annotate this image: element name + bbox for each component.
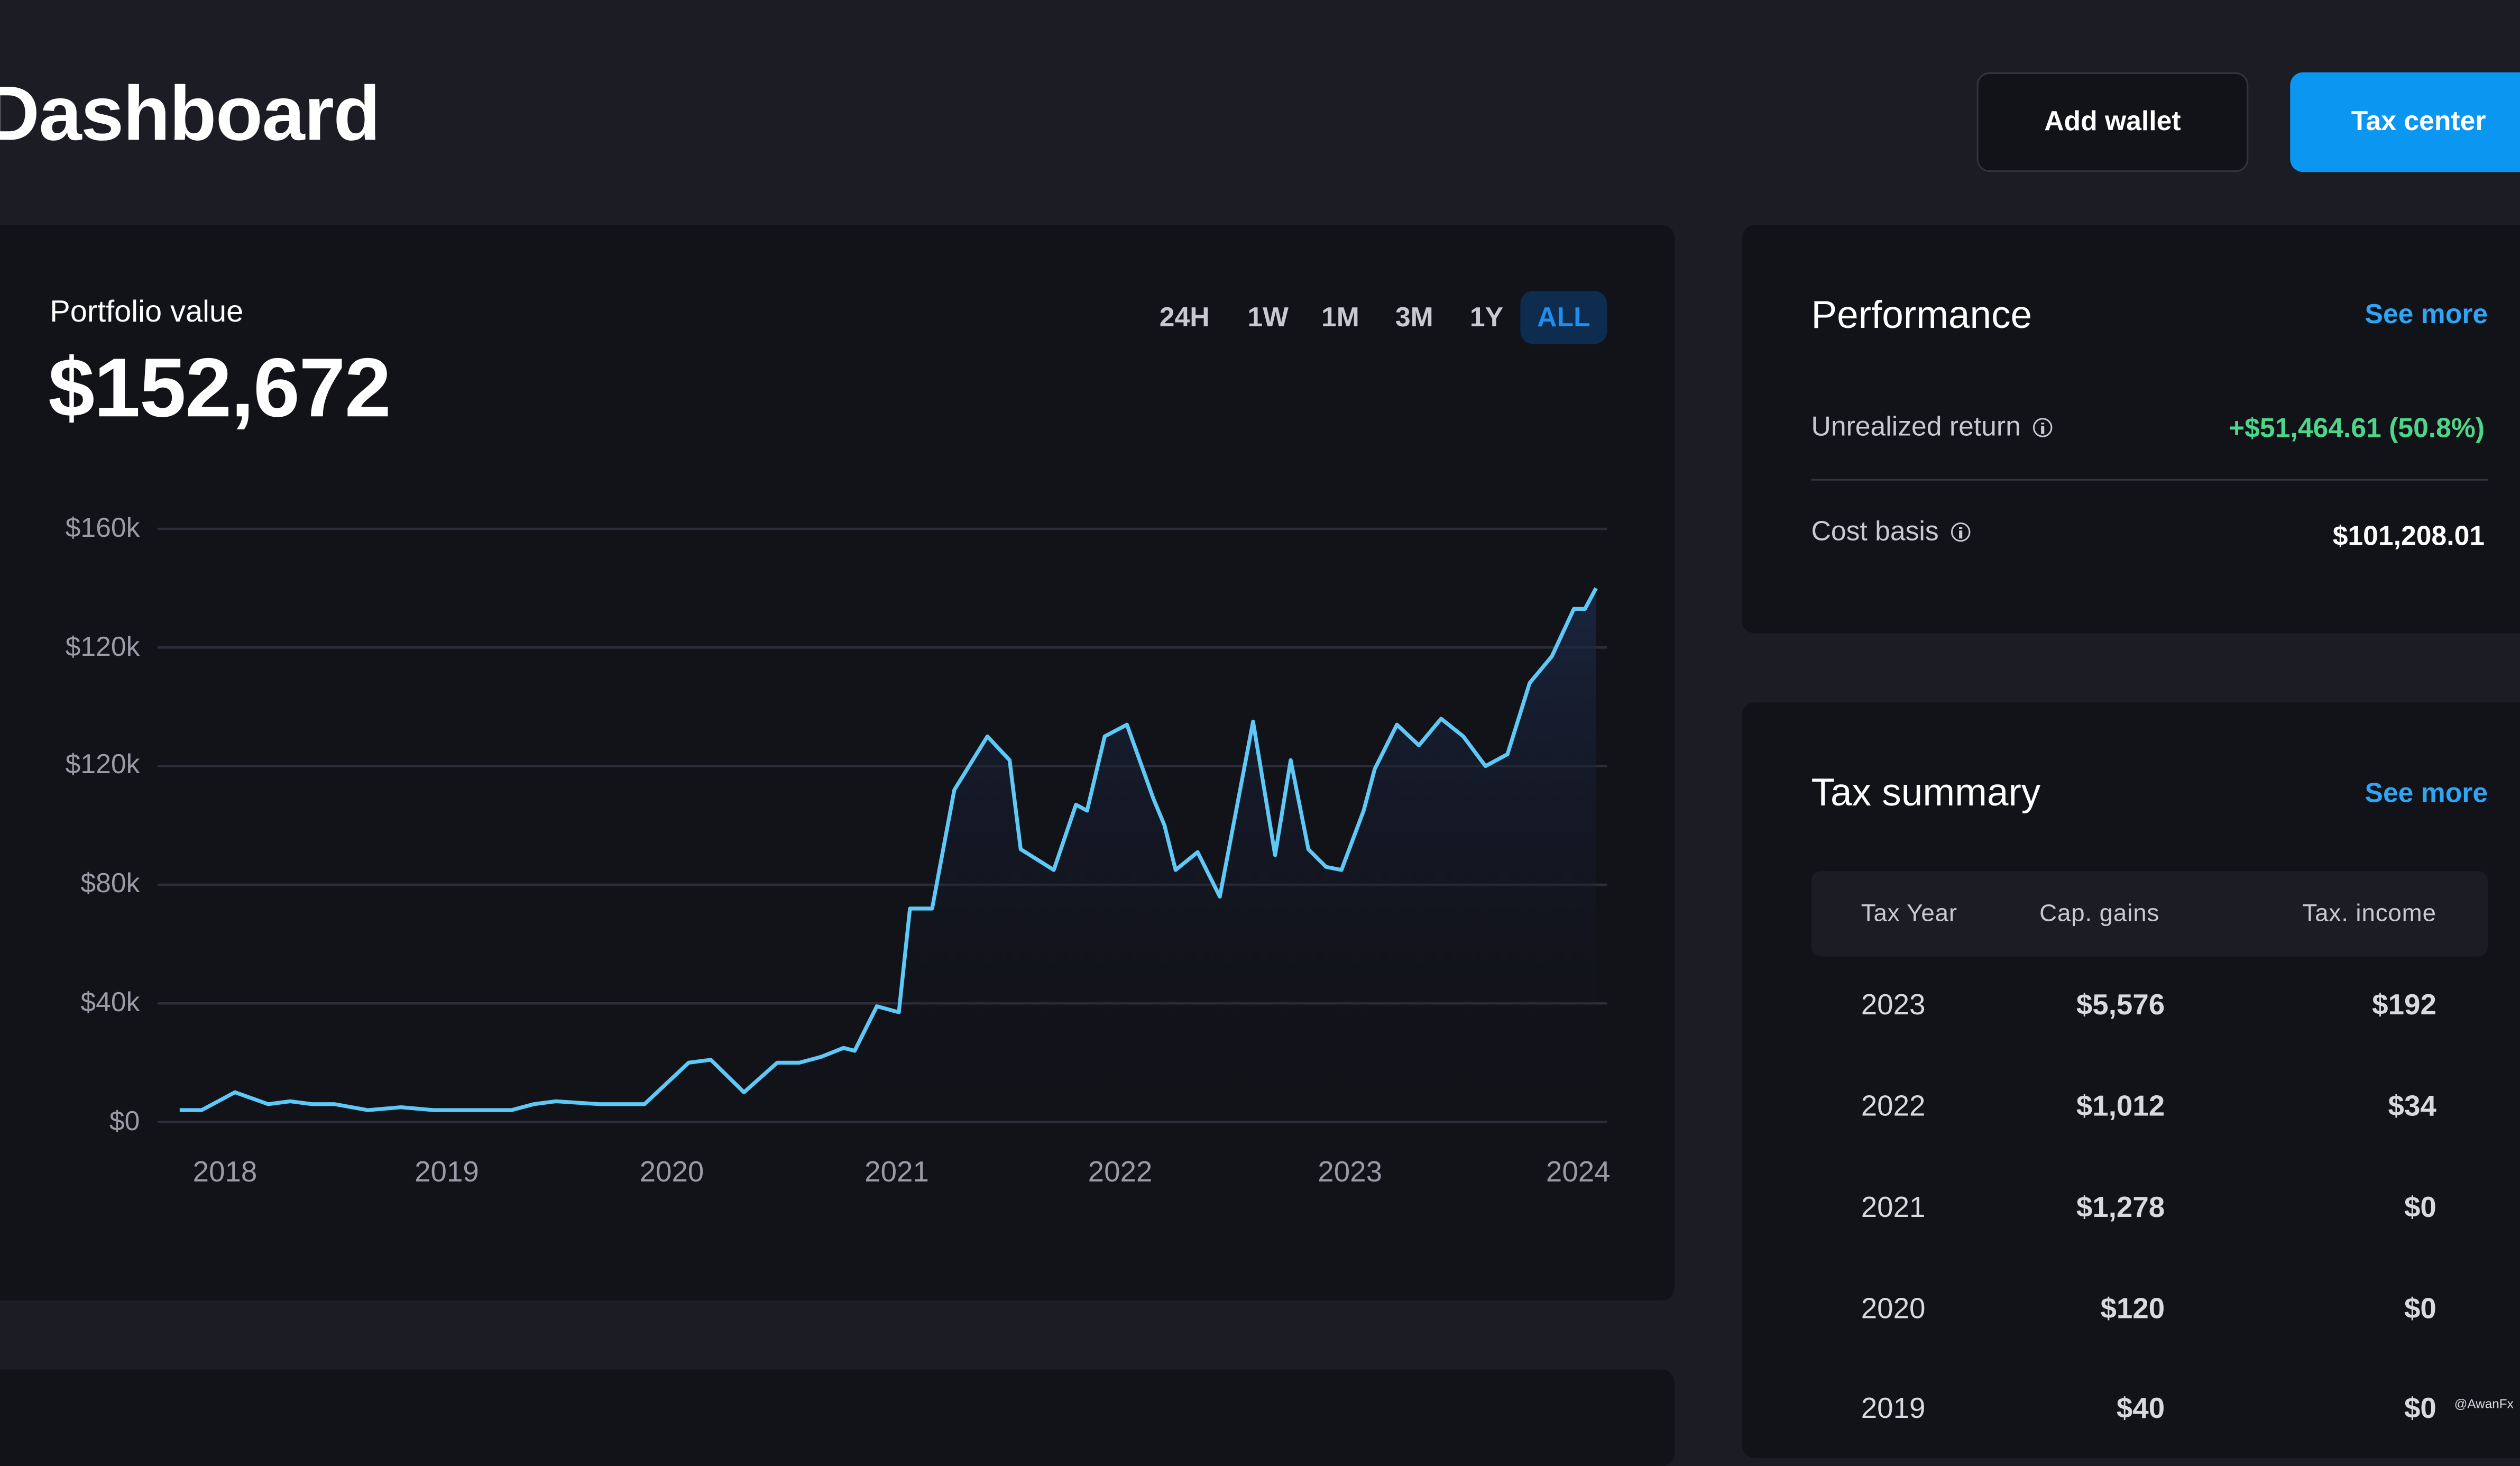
page-title: Dashboard — [0, 72, 381, 158]
table-cell-tax-income: $0 — [2404, 1392, 2436, 1424]
portfolio-chart — [157, 527, 1607, 1123]
column-header-tax-income: Tax. income — [2302, 900, 2436, 928]
x-tick-label: 2024 — [1546, 1156, 1611, 1188]
range-1m[interactable]: 1M — [1321, 301, 1359, 332]
y-tick-label: $120k — [65, 631, 140, 663]
table-cell-year: 2020 — [1861, 1292, 1926, 1325]
portfolio-value: $152,672 — [48, 342, 391, 436]
x-tick-label: 2018 — [192, 1156, 257, 1188]
x-tick-label: 2021 — [864, 1156, 929, 1188]
table-cell-tax-income: $0 — [2404, 1191, 2436, 1224]
y-tick-label: $80k — [80, 868, 140, 899]
chart-area — [179, 588, 1596, 1122]
cost-basis-row: Cost basis — [1811, 516, 1971, 548]
unrealized-return-row: Unrealized return — [1811, 411, 2053, 444]
column-header-cap-gains: Cap. gains — [2039, 900, 2160, 928]
y-tick-label: $120k — [65, 749, 140, 780]
table-cell-year: 2023 — [1861, 988, 1926, 1021]
range-1w[interactable]: 1W — [1247, 301, 1289, 332]
chart-line — [179, 587, 1598, 1112]
table-cell-tax-income: $0 — [2404, 1292, 2436, 1325]
table-cell-cap-gains: $120 — [2100, 1292, 2165, 1325]
tax-summary-card — [1742, 702, 2520, 1458]
column-header-tax-year: Tax Year — [1861, 900, 1957, 928]
range-all[interactable]: ALL — [1520, 291, 1607, 344]
cost-basis-label: Cost basis — [1811, 516, 1939, 547]
range-1y[interactable]: 1Y — [1469, 301, 1504, 332]
y-tick-label: $0 — [109, 1106, 140, 1137]
table-cell-year: 2019 — [1861, 1392, 1926, 1424]
table-cell-tax-income: $34 — [2388, 1089, 2436, 1122]
tax-summary-see-more-link[interactable]: See more — [2365, 778, 2488, 809]
cost-basis-value: $101,208.01 — [2332, 520, 2485, 552]
add-wallet-button[interactable]: Add wallet — [1976, 72, 2249, 172]
table-cell-cap-gains: $5,576 — [2076, 988, 2165, 1021]
table-cell-cap-gains: $40 — [2116, 1392, 2165, 1424]
table-cell-cap-gains: $1,278 — [2076, 1191, 2165, 1224]
unrealized-return-value: +$51,464.61 (50.8%) — [2228, 413, 2485, 444]
performance-see-more-link[interactable]: See more — [2365, 299, 2488, 330]
x-tick-label: 2019 — [415, 1156, 479, 1188]
tax-center-button[interactable]: Tax center — [2290, 72, 2520, 172]
x-tick-label: 2023 — [1318, 1156, 1383, 1188]
y-tick-label: $40k — [80, 987, 140, 1018]
table-cell-tax-income: $192 — [2372, 988, 2436, 1021]
info-icon[interactable] — [1952, 522, 1971, 542]
unrealized-return-label: Unrealized return — [1811, 411, 2021, 442]
tax-summary-title: Tax summary — [1811, 771, 2041, 816]
y-tick-label: $160k — [65, 512, 140, 544]
range-3m[interactable]: 3M — [1395, 301, 1433, 332]
performance-card — [1742, 225, 2520, 634]
info-icon[interactable] — [2034, 418, 2053, 437]
tax-table-header — [1811, 871, 2488, 957]
divider — [1811, 479, 2488, 481]
watermark: @AwanFx — [2454, 1397, 2514, 1412]
range-24h[interactable]: 24H — [1159, 301, 1210, 332]
x-tick-label: 2020 — [639, 1156, 704, 1188]
x-tick-label: 2022 — [1088, 1156, 1153, 1188]
table-cell-cap-gains: $1,012 — [2076, 1089, 2165, 1122]
table-cell-year: 2021 — [1861, 1191, 1926, 1224]
table-cell-year: 2022 — [1861, 1089, 1926, 1122]
portfolio-value-label: Portfolio value — [50, 296, 244, 330]
performance-title: Performance — [1811, 294, 2032, 338]
